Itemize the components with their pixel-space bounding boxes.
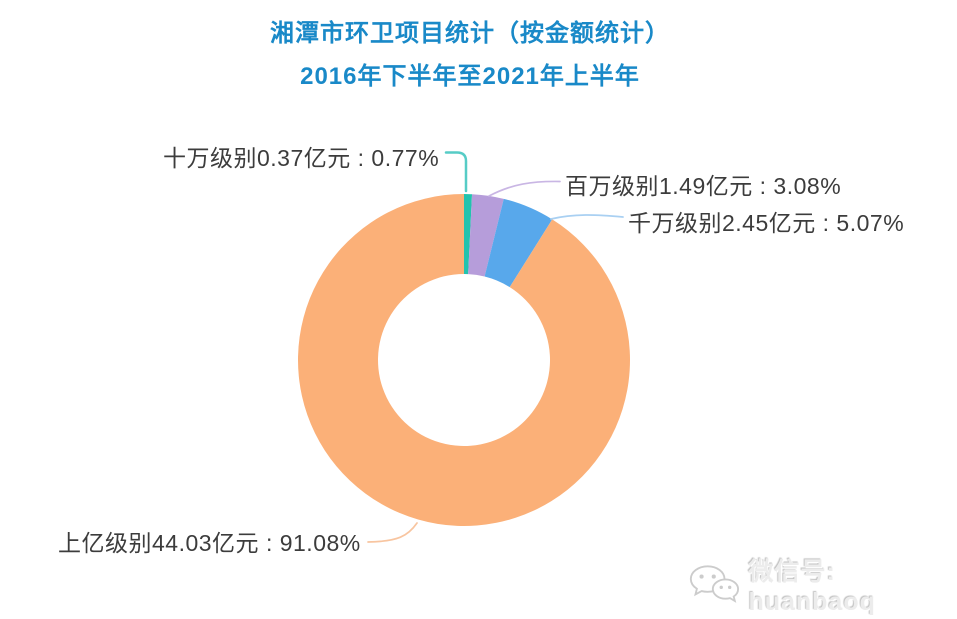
donut-slice-baiwan [468, 194, 504, 277]
leader-line-shiwan [444, 151, 468, 193]
slice-label-shiwan: 十万级别0.37亿元 : 0.77% [163, 145, 440, 171]
donut-slice-qianwan [484, 198, 553, 288]
chart-subtitle: 2016年下半年至2021年上半年 [300, 63, 640, 90]
wechat-icon [689, 564, 740, 603]
slice-label-baiwan: 百万级别1.49亿元 : 3.08% [565, 173, 842, 199]
chart-title: 湘潭市环卫项目统计（按金额统计） [270, 20, 670, 47]
watermark: 微信号: huanbaoq [688, 552, 957, 617]
leader-line-qianwan [550, 214, 624, 220]
watermark-text: 微信号: huanbaoq [748, 558, 876, 616]
leader-line-shangyi [367, 522, 418, 543]
donut-slice-shiwan [464, 194, 473, 275]
donut-slice-shangyi [298, 194, 631, 526]
slice-label-shangyi: 上亿级别44.03亿元 : 91.08% [58, 530, 361, 556]
slice-label-qianwan: 千万级别2.45亿元 : 5.07% [628, 210, 905, 236]
leader-line-baiwan [488, 180, 561, 197]
